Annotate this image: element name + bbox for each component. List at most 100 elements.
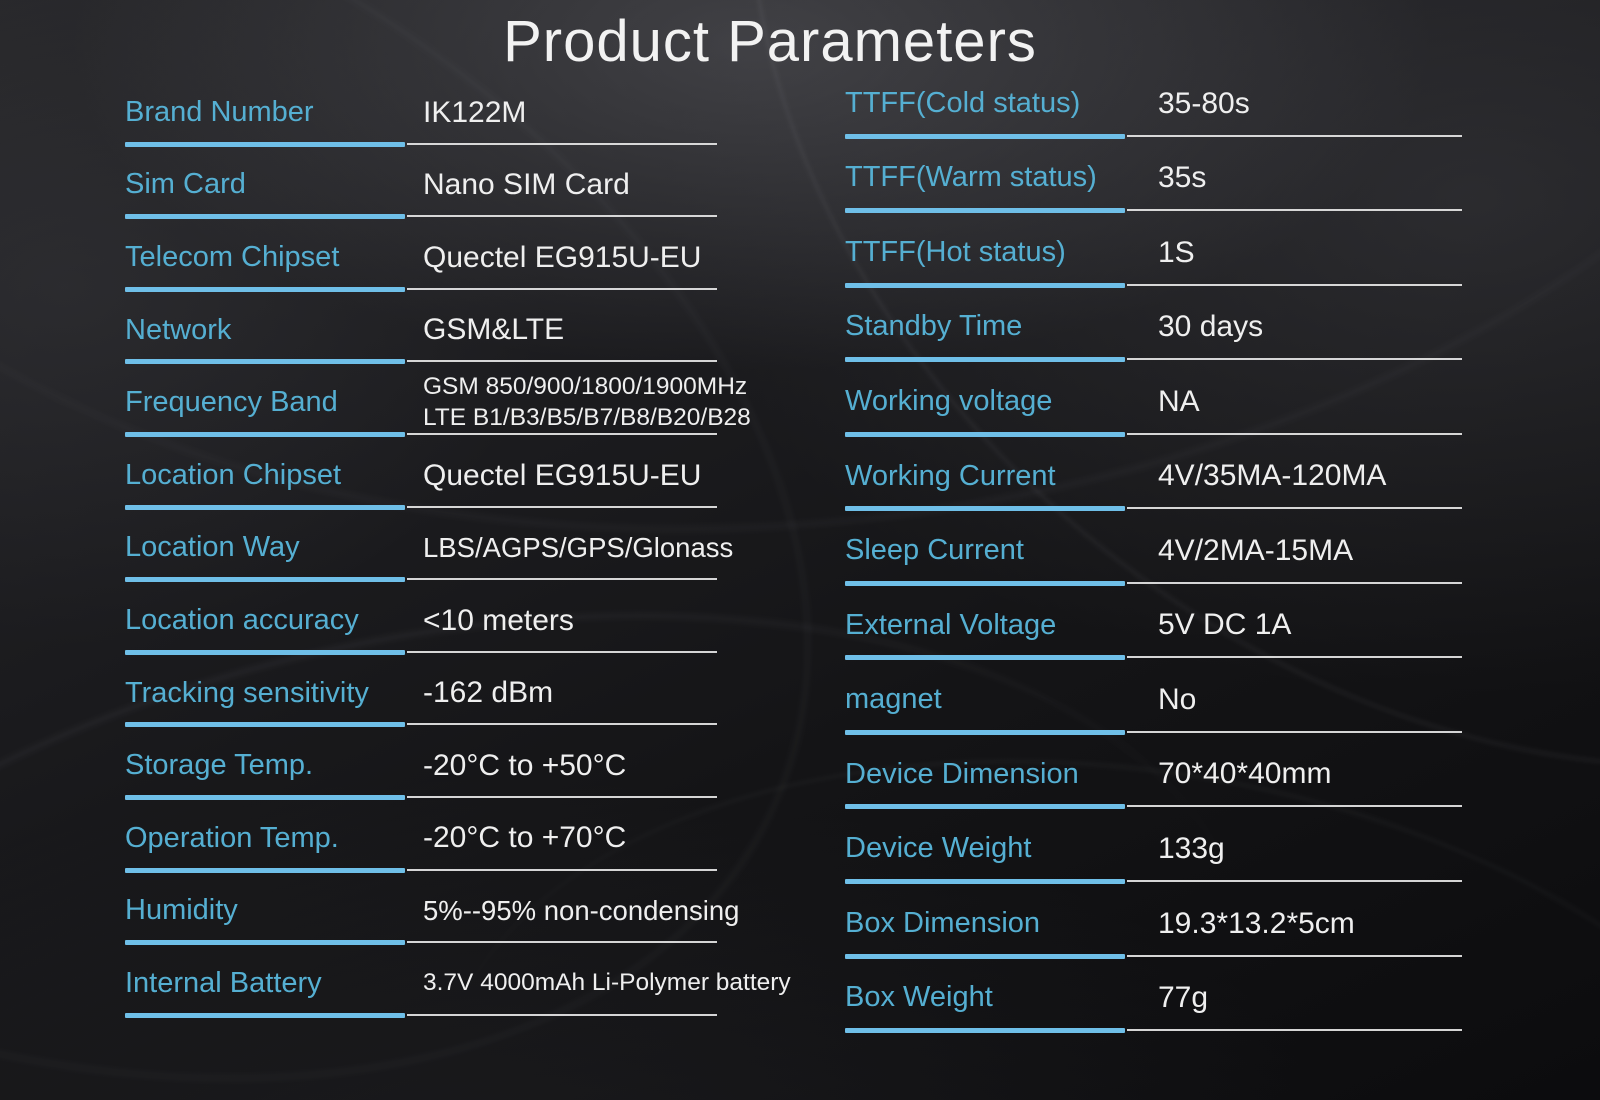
underline-white-segment	[1127, 954, 1462, 957]
spec-row: Standby Time 30 days	[845, 288, 1462, 363]
spec-value-line1: 3.7V 4000mAh Li-Polymer battery	[423, 969, 791, 997]
spec-value-line1: 30 days	[1158, 310, 1264, 344]
row-underline	[845, 1027, 1462, 1034]
spec-value-line1: IK122M	[423, 95, 527, 129]
underline-white-segment	[1127, 1029, 1462, 1032]
page-title: Product Parameters	[503, 9, 1037, 74]
row-underline	[125, 286, 717, 292]
spec-value-line1: <10 meters	[423, 603, 574, 637]
row-underline	[125, 213, 717, 220]
underline-blue-segment	[845, 208, 1125, 214]
row-underline	[845, 953, 1462, 959]
underline-white-segment	[407, 868, 717, 871]
spec-value: 5%--95% non-condensing	[423, 894, 739, 928]
underline-blue-segment	[125, 359, 405, 365]
underline-blue-segment	[845, 879, 1125, 885]
spec-value-line1: -162 dBm	[423, 676, 554, 710]
spec-row: Internal Battery 3.7V 4000mAh Li-Polymer…	[125, 945, 791, 1018]
underline-white-segment	[407, 650, 717, 653]
underline-blue-segment	[125, 722, 405, 728]
underline-white-segment	[407, 1013, 717, 1016]
underline-white-segment	[1127, 358, 1462, 361]
underline-white-segment	[1127, 730, 1462, 733]
spec-value: No	[1158, 681, 1462, 719]
underline-white-segment	[1127, 209, 1462, 212]
spec-label: Frequency Band	[125, 386, 338, 419]
spec-value: 19.3*13.2*5cm	[1158, 905, 1462, 943]
spec-label: magnet	[845, 683, 942, 716]
spec-row: Working Current 4V/35MA-120MA	[845, 437, 1462, 512]
row-underline	[125, 504, 717, 510]
spec-label: Box Weight	[845, 981, 993, 1014]
underline-blue-segment	[845, 655, 1125, 661]
spec-value: 70*40*40mm	[1158, 755, 1462, 793]
spec-column-left: Brand Number IK122M Sim Card Nano SIM Ca…	[125, 74, 791, 1018]
spec-value-line1: GSM 850/900/1800/1900MHz	[423, 373, 748, 401]
row-underline	[845, 133, 1462, 139]
spec-row: Storage Temp. -20°C to +50°C	[125, 727, 717, 800]
spec-row: External Voltage 5V DC 1A	[845, 586, 1462, 661]
spec-value-line1: 4V/2MA-15MA	[1158, 533, 1354, 567]
spec-value: -20°C to +70°C	[423, 819, 717, 857]
underline-blue-segment	[125, 794, 405, 800]
underline-blue-segment	[845, 729, 1125, 735]
underline-white-segment	[1127, 134, 1462, 137]
spec-row: Location accuracy <10 meters	[125, 582, 717, 655]
row-underline	[125, 867, 717, 873]
row-underline	[845, 580, 1462, 586]
spec-value-line1: 4V/35MA-120MA	[1158, 459, 1387, 493]
spec-value: 133g	[1158, 830, 1462, 868]
spec-value: 4V/35MA-120MA	[1158, 457, 1462, 495]
spec-value-line1: GSM&LTE	[423, 313, 565, 347]
underline-blue-segment	[125, 940, 405, 946]
spec-label: Working Current	[845, 459, 1056, 492]
spec-value: GSM&LTE	[423, 311, 717, 349]
row-underline	[125, 794, 717, 800]
spec-value-line1: 35s	[1158, 161, 1207, 195]
underline-white-segment	[407, 287, 717, 290]
spec-row: TTFF(Hot status) 1S	[845, 213, 1462, 288]
spec-value: Nano SIM Card	[423, 166, 717, 204]
spec-label: Device Dimension	[845, 757, 1079, 790]
underline-white-segment	[1127, 507, 1462, 510]
spec-label: Location Way	[125, 531, 300, 564]
underline-blue-segment	[125, 286, 405, 292]
row-underline	[125, 358, 717, 365]
spec-label: Tracking sensitivity	[125, 676, 369, 709]
underline-blue-segment	[125, 504, 405, 510]
spec-label: Network	[125, 313, 232, 346]
row-underline	[845, 729, 1462, 735]
spec-label: Storage Temp.	[125, 749, 314, 782]
spec-value: Quectel EG915U-EU	[423, 239, 717, 277]
row-underline	[125, 576, 717, 583]
spec-value: IK122M	[423, 94, 717, 132]
spec-label: Location accuracy	[125, 603, 359, 636]
row-underline	[125, 141, 717, 147]
spec-value: <10 meters	[423, 602, 717, 640]
spec-value: 35-80s	[1158, 85, 1462, 123]
underline-white-segment	[407, 432, 717, 435]
spec-row: Network GSM&LTE	[125, 292, 717, 365]
row-underline	[845, 356, 1462, 363]
underline-blue-segment	[125, 1012, 405, 1018]
spec-row: Device Dimension 70*40*40mm	[845, 735, 1462, 810]
row-underline	[125, 431, 717, 437]
row-underline	[845, 431, 1462, 437]
row-underline	[125, 1012, 717, 1018]
underline-blue-segment	[125, 867, 405, 873]
row-underline	[845, 654, 1462, 661]
spec-label: Sim Card	[125, 168, 246, 201]
underline-blue-segment	[125, 431, 405, 437]
underline-white-segment	[1127, 880, 1462, 883]
underline-blue-segment	[125, 649, 405, 655]
spec-label: External Voltage	[845, 608, 1057, 641]
spec-value-line1: 77g	[1158, 981, 1209, 1015]
underline-white-segment	[407, 505, 717, 508]
spec-label: Brand Number	[125, 95, 314, 128]
spec-row: Box Weight 77g	[845, 959, 1462, 1034]
underline-white-segment	[1127, 805, 1462, 808]
spec-value: 35s	[1158, 159, 1462, 197]
spec-value: 5V DC 1A	[1158, 606, 1462, 644]
spec-row: Working voltage NA	[845, 362, 1462, 437]
